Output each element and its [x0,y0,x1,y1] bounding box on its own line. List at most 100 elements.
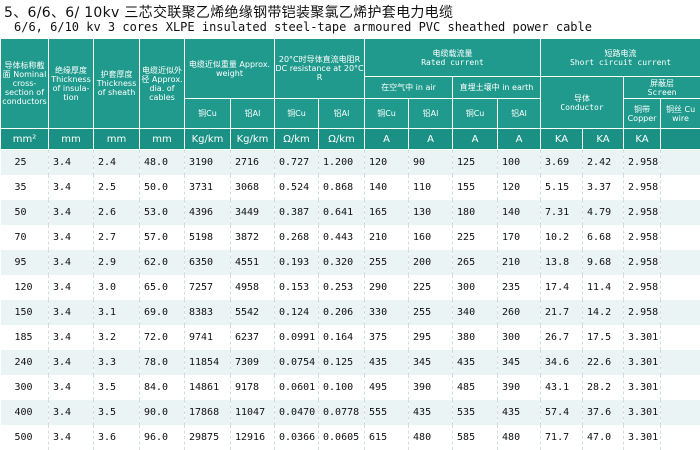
table-cell: 2.958 [624,275,661,300]
table-cell: 9178 [231,375,275,400]
table-cell: 2.9 [94,250,140,275]
table-cell: 3.301 [624,325,661,350]
header-screen-cu-wire: 铜丝 Cu wire [661,99,700,129]
table-cell: 0.0470 [275,400,319,425]
header-rated-current-en: Rated current [365,58,540,67]
table-cell: 9741 [185,325,231,350]
table-cell: 585 [453,425,498,450]
table-cell: 0.320 [319,250,365,275]
table-cell [661,375,700,400]
table-cell: 120 [1,275,49,300]
table-cell: 3.4 [49,150,94,176]
table-cell: 37.6 [583,400,624,425]
table-cell: 14861 [185,375,231,400]
table-cell: 2.958 [624,250,661,275]
header-dc-resistance: 20°C时导体直流电阻R DC resistance at 20°C R [275,39,365,99]
table-cell: 2.958 [624,200,661,225]
header-sheath: 护套厚度 Thickness of sheath [94,39,140,129]
table-cell: 435 [498,400,541,425]
table-cell: 3.1 [94,300,140,325]
table-cell: 240 [1,350,49,375]
table-cell: 330 [365,300,409,325]
table-cell: 345 [409,350,453,375]
table-cell: 300 [498,325,541,350]
header-in-earth: 直埋土壤中 in earth [453,77,541,99]
unit-cell: Ω/km [319,129,365,150]
unit-cell: KA [541,129,583,150]
table-cell: 225 [409,275,453,300]
table-cell: 34.6 [541,350,583,375]
header-air-al: 铝Al [409,99,453,129]
table-cell: 100 [498,150,541,176]
header-earth-cu: 铜Cu [453,99,498,129]
table-cell: 6237 [231,325,275,350]
table-cell: 615 [365,425,409,450]
table-cell: 50 [1,200,49,225]
table-cell: 70 [1,225,49,250]
table-cell: 295 [409,325,453,350]
cable-spec-table: 导体标称截面 Nominal cross-section of conducto… [0,38,700,450]
table-cell: 17868 [185,400,231,425]
table-cell: 3190 [185,150,231,176]
table-cell: 3.301 [624,350,661,375]
table-cell: 140 [498,200,541,225]
table-cell: 140 [365,175,409,200]
table-cell: 72.0 [140,325,185,350]
table-cell: 4.79 [583,200,624,225]
table-cell: 3.4 [49,425,94,450]
table-cell: 0.0366 [275,425,319,450]
table-cell: 3.4 [49,400,94,425]
header-short-circuit-en: Short circuit current [541,58,700,67]
table-cell: 390 [498,375,541,400]
table-cell: 3.6 [94,425,140,450]
table-cell [661,275,700,300]
table-cell: 17.4 [541,275,583,300]
unit-cell: mm [49,129,94,150]
table-header: 导体标称截面 Nominal cross-section of conducto… [1,39,700,150]
table-cell: 3731 [185,175,231,200]
table-cell [661,325,700,350]
table-cell: 180 [453,200,498,225]
table-cell: 3068 [231,175,275,200]
unit-cell: mm [94,129,140,150]
table-cell [661,225,700,250]
unit-cell: A [453,129,498,150]
table-cell: 2716 [231,150,275,176]
table-cell [661,300,700,325]
table-cell: 380 [453,325,498,350]
table-cell: 78.0 [140,350,185,375]
table-cell: 120 [365,150,409,176]
header-diameter: 电缆近似外径 Approx. dia. of cables [140,39,185,129]
table-cell: 12916 [231,425,275,450]
unit-cell: KA [624,129,661,150]
table-cell: 2.958 [624,225,661,250]
table-cell: 3.5 [94,400,140,425]
table-cell: 11854 [185,350,231,375]
header-dc-al: 铝Al [319,99,365,129]
table-cell: 290 [365,275,409,300]
table-cell: 435 [409,400,453,425]
header-screen: 屏蔽层 Screen [624,77,700,99]
table-cell [661,175,700,200]
table-cell: 3.4 [49,325,94,350]
table-cell: 48.0 [140,150,185,176]
table-cell: 9.68 [583,250,624,275]
header-insulation: 绝缘厚度 Thickness of insula-tion [49,39,94,129]
unit-cell: A [409,129,453,150]
table-cell [661,150,700,176]
table-cell: 2.4 [94,150,140,176]
header-weight-al: 铝Al [231,99,275,129]
table-cell: 495 [365,375,409,400]
unit-cell: Kg/km [231,129,275,150]
table-cell: 155 [453,175,498,200]
table-cell: 57.4 [541,400,583,425]
table-cell: 25 [1,150,49,176]
table-cell: 3.4 [49,225,94,250]
table-cell: 0.641 [319,200,365,225]
table-cell: 260 [498,300,541,325]
